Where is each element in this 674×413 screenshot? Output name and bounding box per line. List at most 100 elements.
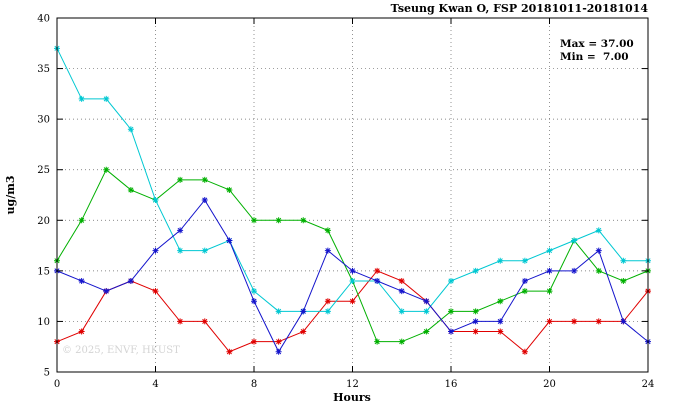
data-point-marker: [251, 288, 257, 295]
data-point-marker: [595, 247, 602, 254]
data-point-marker: [497, 328, 504, 335]
data-point-marker: [152, 288, 159, 295]
data-point-marker: [571, 237, 578, 244]
watermark: © 2025, ENVF, HKUST: [62, 345, 180, 356]
data-point-marker: [324, 298, 331, 305]
data-point-marker: [448, 277, 454, 284]
data-point-marker: [201, 247, 208, 254]
data-point-marker: [595, 267, 602, 274]
data-point-marker: [472, 318, 479, 325]
data-point-marker: [324, 308, 331, 315]
data-point-marker: [472, 267, 479, 274]
data-point-marker: [521, 277, 528, 284]
series-cyan-markers: [54, 45, 651, 315]
series-blue-markers: [54, 197, 651, 355]
data-point-marker: [521, 288, 528, 295]
data-point-marker: [300, 308, 307, 315]
data-point-marker: [398, 277, 405, 284]
x-tick-label: 4: [152, 379, 158, 390]
chart-title: Tseung Kwan O, FSP 20181011-20181014: [391, 2, 649, 15]
data-point-marker: [177, 176, 184, 183]
data-point-marker: [349, 267, 356, 274]
x-tick-label: 16: [445, 379, 458, 390]
data-point-marker: [472, 328, 479, 335]
data-point-marker: [571, 318, 578, 325]
y-tick-label: 15: [37, 266, 50, 277]
series-layer: [54, 45, 651, 355]
data-point-marker: [546, 267, 553, 274]
data-point-marker: [497, 298, 504, 305]
data-point-marker: [275, 338, 282, 345]
data-point-marker: [226, 348, 233, 355]
y-tick-label: 10: [37, 317, 50, 328]
data-point-marker: [374, 267, 381, 274]
data-point-marker: [78, 95, 85, 102]
data-point-marker: [78, 328, 85, 335]
data-point-marker: [275, 348, 282, 355]
data-point-marker: [497, 257, 504, 264]
data-point-marker: [448, 328, 454, 335]
data-point-marker: [423, 328, 430, 335]
data-point-marker: [275, 217, 282, 224]
data-point-marker: [152, 247, 159, 254]
data-point-marker: [226, 237, 233, 244]
data-point-marker: [78, 277, 85, 284]
data-point-marker: [349, 298, 356, 305]
data-point-marker: [251, 298, 257, 305]
y-tick-label: 5: [44, 368, 50, 379]
data-point-marker: [103, 288, 110, 295]
x-tick-label: 24: [642, 379, 655, 390]
y-tick-label: 40: [37, 14, 50, 25]
y-tick-label: 25: [37, 165, 50, 176]
x-axis-label: Hours: [333, 391, 371, 404]
data-point-marker: [448, 308, 454, 315]
series-green-markers: [54, 166, 651, 345]
data-point-marker: [152, 197, 159, 204]
data-point-marker: [251, 338, 257, 345]
data-point-marker: [300, 217, 307, 224]
data-point-marker: [349, 277, 356, 284]
data-point-marker: [275, 308, 282, 315]
data-point-marker: [620, 257, 627, 264]
data-point-marker: [201, 197, 208, 204]
data-point-marker: [546, 288, 553, 295]
data-point-marker: [78, 217, 85, 224]
data-point-marker: [251, 217, 257, 224]
data-point-marker: [177, 227, 184, 234]
data-point-marker: [546, 318, 553, 325]
x-tick-label: 0: [54, 379, 60, 390]
grid: [56, 17, 649, 373]
data-point-marker: [595, 227, 602, 234]
x-tick-label: 8: [251, 379, 257, 390]
x-tick-label: 20: [543, 379, 556, 390]
y-tick-label: 35: [37, 64, 50, 75]
data-point-marker: [127, 186, 134, 193]
y-tick-label: 20: [37, 216, 50, 227]
data-point-marker: [127, 126, 134, 133]
data-point-marker: [374, 338, 381, 345]
data-point-marker: [324, 227, 331, 234]
y-tick-label: 30: [37, 115, 50, 126]
data-point-marker: [521, 348, 528, 355]
data-point-marker: [423, 308, 430, 315]
data-point-marker: [521, 257, 528, 264]
data-point-marker: [177, 247, 184, 254]
data-point-marker: [620, 318, 627, 325]
data-point-marker: [423, 298, 430, 305]
data-point-marker: [103, 95, 110, 102]
annotation-max: Max = 37.00: [560, 38, 634, 50]
data-point-marker: [103, 166, 110, 173]
data-point-marker: [472, 308, 479, 315]
data-point-marker: [497, 318, 504, 325]
y-axis-label: ug/m3: [4, 176, 17, 215]
data-point-marker: [374, 277, 381, 284]
data-point-marker: [620, 277, 627, 284]
data-point-marker: [177, 318, 184, 325]
data-point-marker: [595, 318, 602, 325]
x-tick-label: 12: [346, 379, 359, 390]
data-point-marker: [201, 176, 208, 183]
data-point-marker: [571, 267, 578, 274]
data-point-marker: [398, 288, 405, 295]
